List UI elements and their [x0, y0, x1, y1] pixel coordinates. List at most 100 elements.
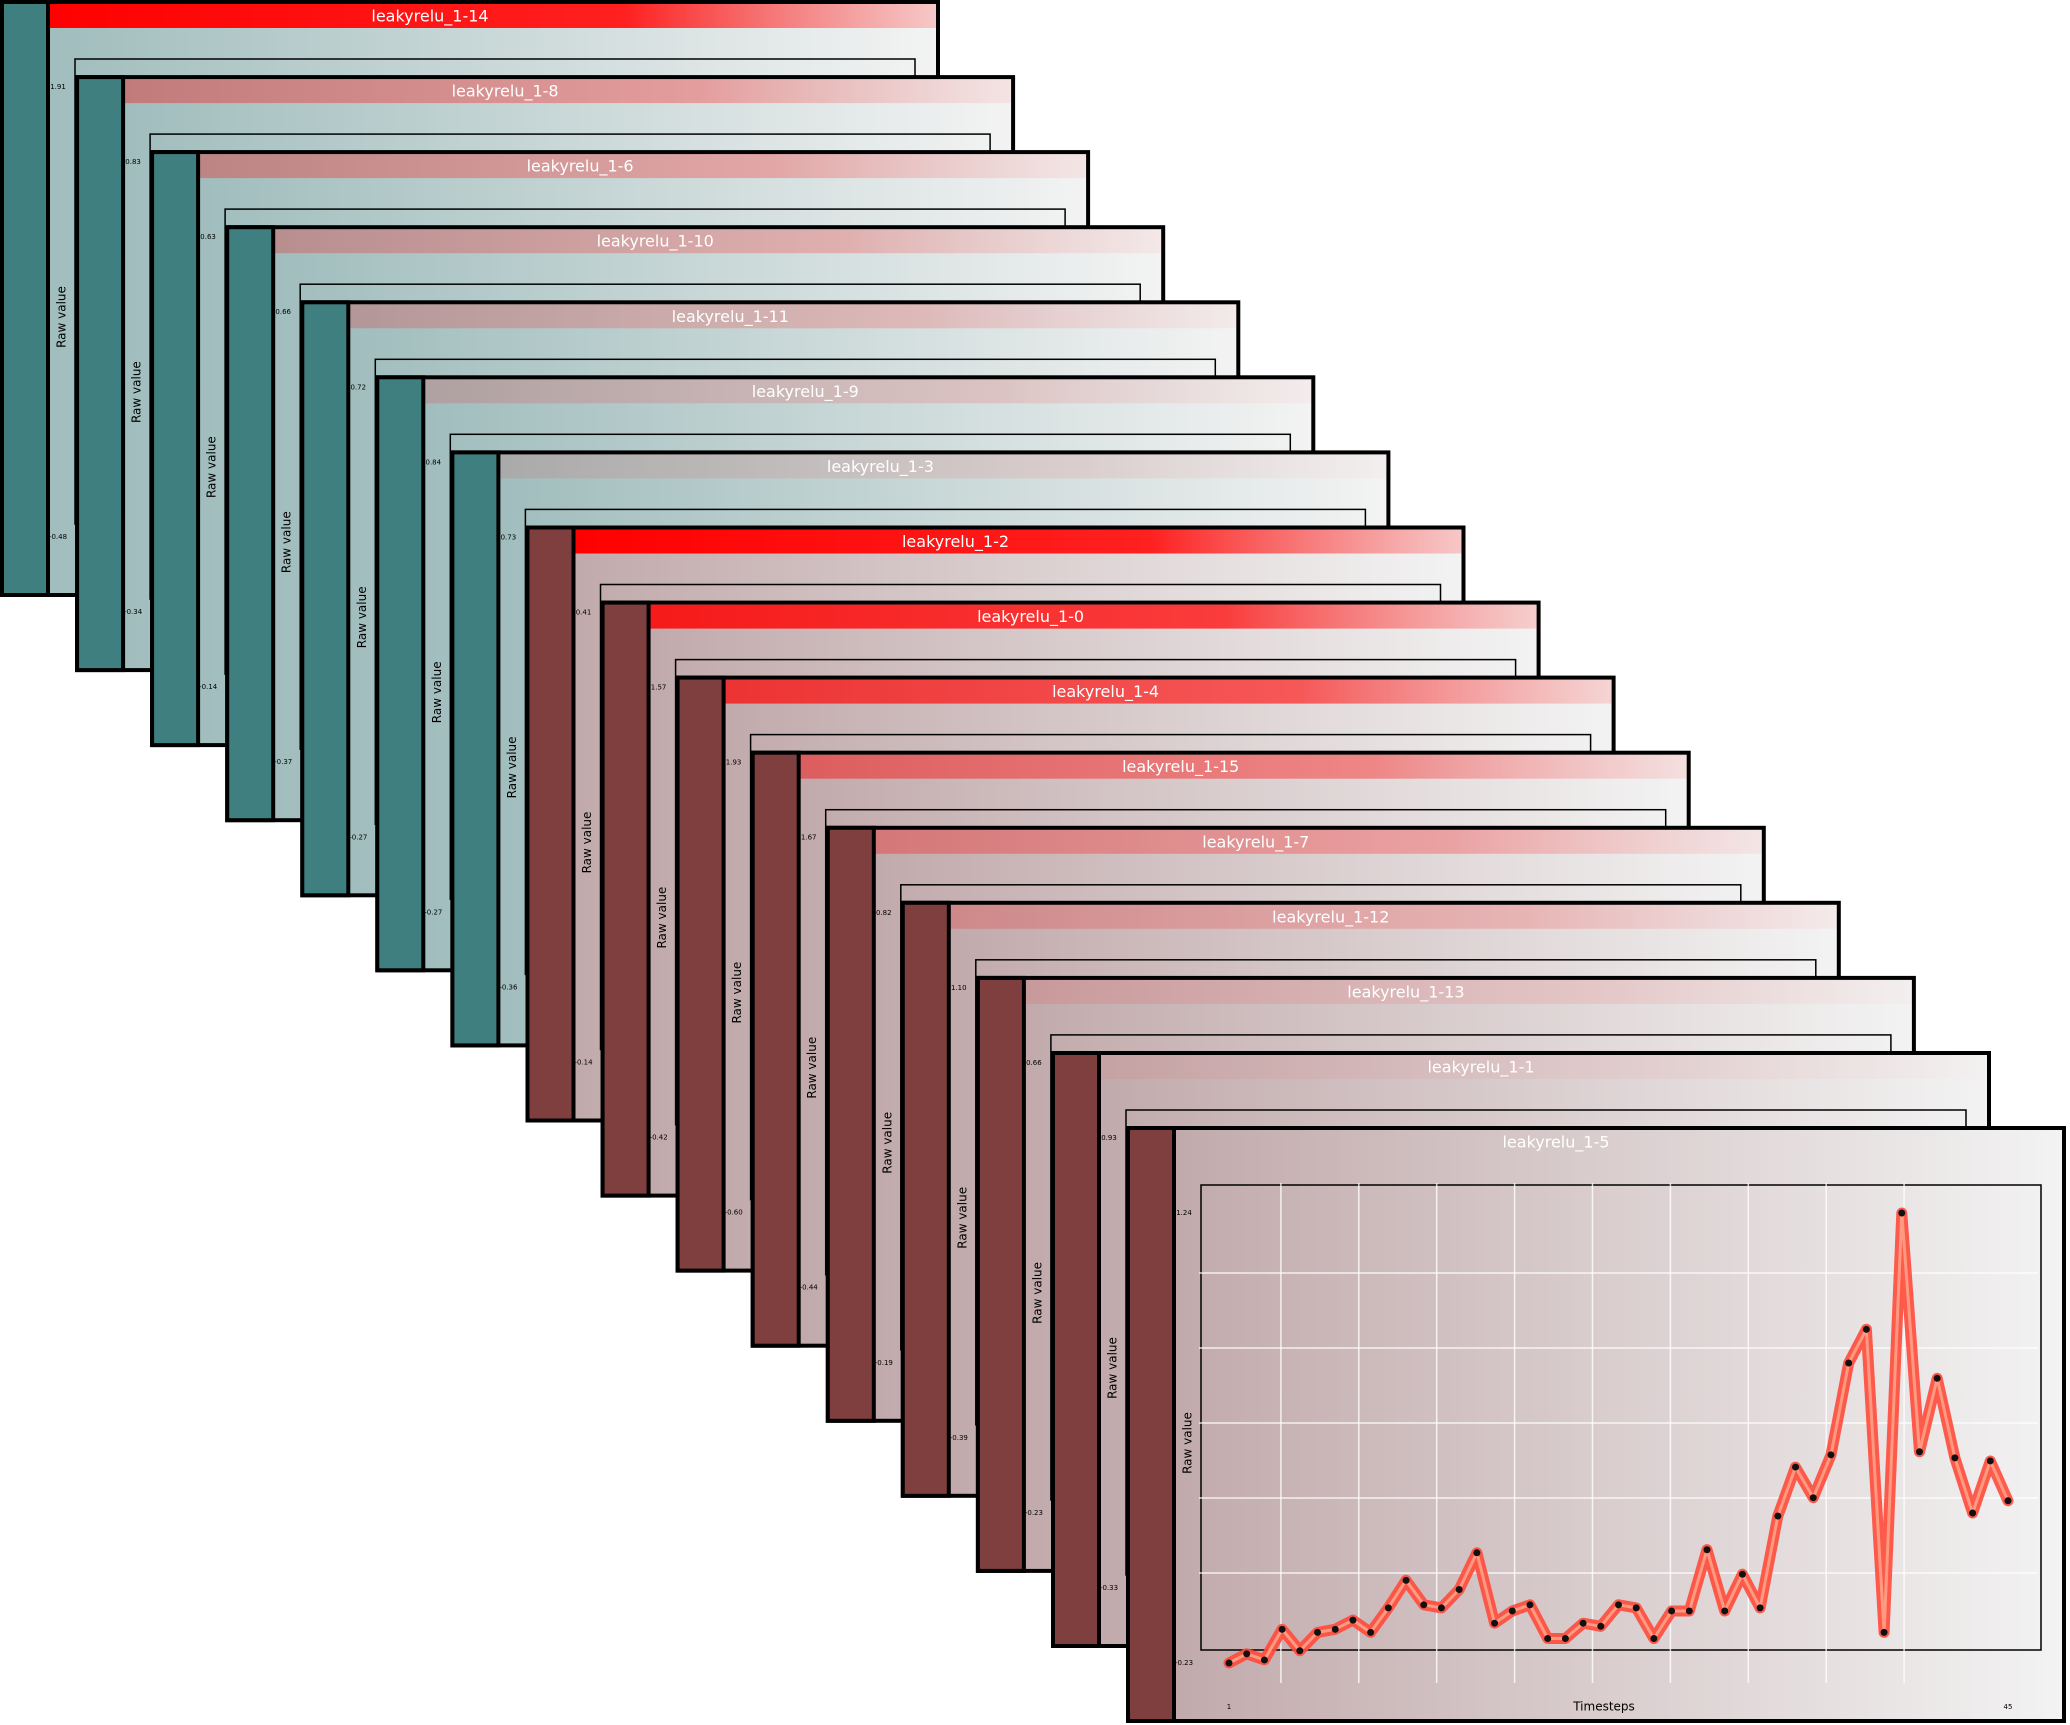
- y-axis-label: Raw value: [280, 511, 294, 573]
- y-tick-label: -0.27: [349, 833, 367, 841]
- sidebar: [300, 300, 351, 898]
- y-axis-label: Raw value: [1106, 1337, 1120, 1399]
- data-point: [1579, 1619, 1587, 1627]
- title-bar: [421, 379, 1312, 404]
- data-point: [1898, 1209, 1906, 1217]
- data-point: [1650, 1635, 1658, 1643]
- data-point: [1349, 1616, 1357, 1624]
- chart-title: leakyrelu_1-7: [1202, 832, 1309, 852]
- data-point: [1774, 1512, 1782, 1520]
- y-tick-label: -0.42: [650, 1134, 668, 1142]
- title-bar: [271, 229, 1162, 254]
- data-point: [1845, 1359, 1853, 1367]
- chart-title: leakyrelu_1-1: [1427, 1058, 1534, 1078]
- title-bar: [46, 4, 936, 28]
- y-axis-label: Raw value: [580, 812, 594, 874]
- data-point: [1437, 1604, 1445, 1612]
- sidebar: [675, 675, 726, 1273]
- data-point: [1738, 1570, 1746, 1578]
- y-tick-label: 1.91: [50, 83, 66, 91]
- y-axis-label: Raw value: [205, 436, 219, 498]
- data-point: [1685, 1607, 1693, 1615]
- y-tick-label: 0.84: [426, 458, 442, 466]
- chart-title: leakyrelu_1-13: [1347, 982, 1464, 1002]
- title-bar: [1097, 1055, 1987, 1079]
- title-bar: [196, 154, 1087, 179]
- data-point: [1986, 1457, 1994, 1465]
- data-point: [1331, 1625, 1339, 1633]
- data-point: [1721, 1607, 1729, 1615]
- x-tick-label: 45: [2004, 1703, 2013, 1711]
- chart-title: leakyrelu_1-4: [1052, 682, 1159, 702]
- data-point: [1668, 1607, 1676, 1615]
- title-bar: [646, 604, 1537, 629]
- data-point: [1792, 1463, 1800, 1471]
- sidebar: [450, 450, 501, 1048]
- data-point: [1880, 1628, 1888, 1636]
- data-point: [1632, 1604, 1640, 1612]
- y-tick-label: -0.48: [49, 533, 67, 541]
- data-point: [1526, 1601, 1534, 1609]
- y-tick-label: -0.27: [424, 908, 442, 916]
- data-point: [1809, 1494, 1817, 1502]
- chart-title: leakyrelu_1-10: [597, 232, 714, 252]
- y-tick-label: 0.73: [501, 533, 517, 541]
- sidebar: [525, 525, 576, 1123]
- data-point: [1473, 1549, 1481, 1557]
- y-tick-label: -0.36: [499, 983, 518, 991]
- y-axis-label: Raw value: [655, 887, 669, 949]
- data-point: [1296, 1647, 1304, 1655]
- data-point: [1278, 1625, 1286, 1633]
- x-tick-label: 1: [1227, 1703, 1231, 1711]
- chart-card: leakyrelu_1-5 Raw value 1.24 -0.23 1 45 Timest…: [1126, 1126, 2066, 1723]
- chart-title: leakyrelu_1-0: [977, 607, 1084, 627]
- chart-title: leakyrelu_1-2: [902, 532, 1009, 552]
- chart-title: leakyrelu_1-12: [1272, 907, 1389, 927]
- x-axis-label: Timesteps: [1572, 1700, 1635, 1714]
- sidebar: [75, 75, 126, 673]
- title-bar: [1021, 979, 1912, 1004]
- chart-title: leakyrelu_1-8: [452, 82, 559, 102]
- y-tick-label: 0.72: [351, 383, 367, 391]
- data-point: [2004, 1497, 2012, 1505]
- y-axis-label: Raw value: [55, 286, 69, 348]
- chart-title: leakyrelu_1-3: [827, 457, 934, 477]
- sidebar: [975, 975, 1026, 1573]
- data-point: [1862, 1325, 1870, 1333]
- y-axis-label: Raw value: [955, 1187, 969, 1249]
- y-tick-label: -0.34: [124, 608, 143, 616]
- sidebar: [1051, 1051, 1101, 1648]
- y-tick-label: 0.82: [876, 909, 892, 917]
- sidebar: [150, 150, 201, 748]
- data-point: [1544, 1635, 1552, 1643]
- chart-title: leakyrelu_1-5: [1502, 1133, 1609, 1153]
- y-tick-label: -0.60: [725, 1209, 743, 1217]
- chart-title: leakyrelu_1-9: [752, 382, 859, 402]
- y-tick-label: -0.19: [875, 1359, 893, 1367]
- sidebar: [900, 900, 951, 1498]
- data-point: [1420, 1601, 1428, 1609]
- y-tick-label: 0.83: [125, 158, 141, 166]
- sidebar: [825, 825, 876, 1423]
- title-bar: [796, 754, 1687, 779]
- data-point: [1491, 1619, 1499, 1627]
- y-tick-label: -0.37: [274, 758, 292, 766]
- y-tick-label: -0.44: [800, 1284, 819, 1292]
- sidebar: [375, 375, 426, 973]
- sidebar: [600, 600, 651, 1198]
- data-point: [1260, 1656, 1268, 1664]
- y-tick-label: 1.67: [801, 834, 817, 842]
- y-axis-label: Raw value: [805, 1037, 819, 1099]
- data-point: [1561, 1635, 1569, 1643]
- data-point: [1243, 1650, 1251, 1658]
- title-bar: [496, 454, 1387, 479]
- y-tick-label: -0.14: [574, 1059, 593, 1067]
- chart-title: leakyrelu_1-15: [1122, 757, 1239, 777]
- y-tick-label: -0.39: [950, 1434, 968, 1442]
- data-point: [1915, 1448, 1923, 1456]
- data-point: [1615, 1601, 1622, 1609]
- y-axis-label: Raw value: [730, 962, 744, 1024]
- sidebar: [225, 225, 276, 823]
- chart-title: leakyrelu_1-11: [672, 307, 789, 327]
